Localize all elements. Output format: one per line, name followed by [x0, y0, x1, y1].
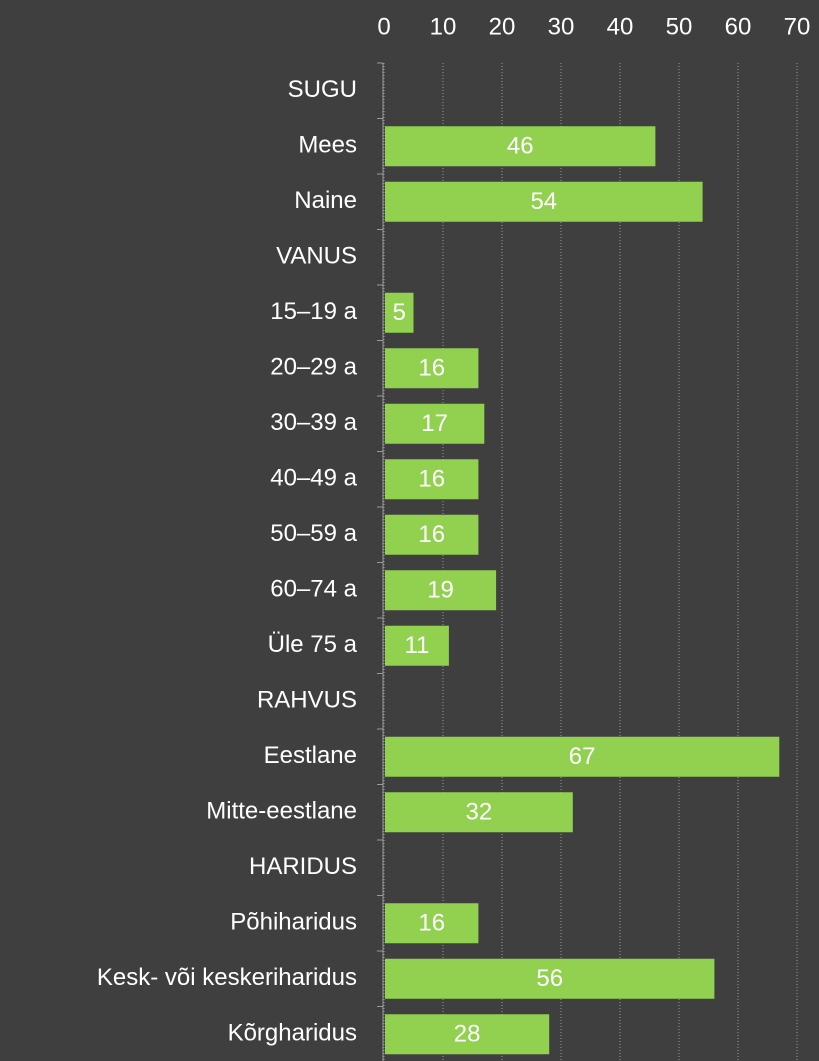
data-label: 28 [454, 1021, 481, 1048]
y-tick-label: 30–39 a [270, 409, 357, 436]
x-tick-label: 70 [784, 13, 811, 40]
y-tick-label: 60–74 a [270, 576, 357, 603]
data-label: 67 [569, 743, 596, 770]
data-label: 32 [466, 799, 493, 826]
y-tick-label: 40–49 a [270, 465, 357, 492]
x-tick-label: 40 [607, 13, 634, 40]
y-tick-label: SUGU [288, 76, 357, 103]
bar [385, 514, 479, 555]
data-label: 16 [418, 521, 445, 548]
data-label: 16 [418, 910, 445, 937]
bar [385, 625, 449, 666]
data-label: 19 [427, 577, 454, 604]
y-tick-label: Mees [298, 132, 357, 159]
data-label: 56 [536, 965, 563, 992]
data-label: 17 [421, 410, 448, 437]
y-tick-label: Kõrgharidus [228, 1020, 357, 1047]
bar [385, 292, 414, 333]
y-tick-label: 50–59 a [270, 520, 357, 547]
bar [385, 958, 715, 999]
x-tick-label: 30 [548, 13, 575, 40]
bar [385, 181, 703, 222]
x-tick-label: 60 [725, 13, 752, 40]
x-tick-label: 0 [377, 13, 390, 40]
data-label: 11 [404, 632, 429, 659]
y-tick-label: Eestlane [264, 742, 357, 769]
data-label: 16 [418, 355, 445, 382]
bar [385, 736, 780, 777]
data-label: 46 [507, 133, 534, 160]
y-tick-label: RAHVUS [257, 687, 357, 714]
data-label: 54 [530, 188, 557, 215]
y-tick-label: Naine [294, 187, 357, 214]
bar [385, 459, 479, 500]
bar [385, 348, 479, 389]
bar [385, 792, 573, 833]
bar [385, 403, 485, 444]
y-tick-label: Mitte-eestlane [206, 798, 357, 825]
data-label: 5 [393, 299, 406, 326]
x-tick-label: 20 [489, 13, 516, 40]
x-tick-label: 10 [430, 13, 457, 40]
y-tick-label: Üle 75 a [268, 631, 358, 658]
y-tick-label: HARIDUS [249, 853, 357, 880]
y-tick-label: VANUS [276, 243, 357, 270]
bar [385, 570, 497, 611]
bar [385, 903, 479, 944]
x-tick-label: 50 [666, 13, 693, 40]
y-tick-label: 20–29 a [270, 354, 357, 381]
y-tick-label: Põhiharidus [230, 909, 357, 936]
data-label: 16 [418, 466, 445, 493]
y-tick-label: 15–19 a [270, 298, 357, 325]
bar [385, 126, 656, 167]
y-tick-label: Kesk- või keskeriharidus [97, 964, 357, 991]
bar [385, 1014, 550, 1055]
